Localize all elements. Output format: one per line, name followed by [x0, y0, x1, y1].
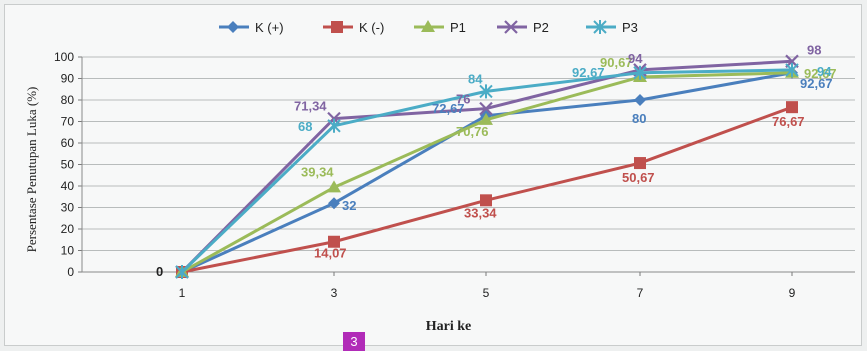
y-axis-title: Persentase Penutupan Luka (%)	[24, 87, 39, 253]
data-label: 92,67	[800, 76, 833, 91]
data-label: 94	[817, 64, 832, 79]
data-label: 39,34	[301, 164, 334, 179]
data-label: 71,34	[294, 99, 327, 114]
legend-marker	[593, 20, 607, 34]
data-label: 14,07	[314, 246, 347, 261]
page-number-badge: 3	[343, 332, 365, 351]
data-point-p1	[479, 112, 493, 125]
data-point-p3	[785, 62, 799, 77]
data-label: 33,34	[464, 205, 497, 220]
legend-entry: K (+)	[255, 20, 284, 35]
legend-marker	[331, 21, 343, 33]
y-tick-label: 50	[61, 158, 75, 172]
y-tick-label: 40	[61, 179, 75, 193]
y-tick-label: 10	[61, 244, 75, 258]
data-label: 98	[807, 42, 821, 57]
data-label: 92,67	[804, 66, 837, 81]
y-tick-label: 0	[67, 265, 74, 279]
legend-marker	[504, 20, 518, 34]
x-tick-label: 5	[483, 286, 490, 300]
data-point-k	[480, 194, 492, 207]
data-point-k	[634, 94, 646, 106]
data-label: 72,67	[432, 101, 465, 116]
x-tick-label: 1	[179, 286, 186, 300]
data-label: 32	[342, 198, 356, 213]
data-label: 50,67	[622, 170, 655, 185]
y-tick-label: 20	[61, 222, 75, 236]
legend-marker	[227, 21, 239, 33]
x-tick-label: 9	[789, 286, 796, 300]
data-point-p3	[175, 265, 189, 279]
data-label: 90,67	[600, 55, 633, 70]
data-point-p3	[479, 84, 493, 99]
y-tick-label: 100	[54, 50, 74, 64]
legend-marker	[421, 20, 435, 32]
y-tick-label: 90	[61, 72, 75, 86]
data-point-k	[786, 101, 798, 114]
data-label: 94	[628, 51, 643, 66]
y-tick-label: 60	[61, 136, 75, 150]
x-tick-label: 7	[637, 286, 644, 300]
data-label: 76,67	[772, 114, 805, 129]
data-label: 76	[456, 92, 470, 107]
data-label: 84	[468, 71, 483, 86]
data-point-p2	[479, 101, 493, 116]
legend-entry: P1	[450, 20, 466, 35]
data-label: 92,67	[572, 65, 605, 80]
data-label: 0	[156, 264, 163, 279]
data-point-p3	[327, 118, 341, 133]
data-point-p1	[327, 180, 341, 193]
legend-entry: K (-)	[359, 20, 384, 35]
data-point-p3	[633, 65, 647, 80]
legend-entry: P3	[622, 20, 638, 35]
legend-entry: P2	[533, 20, 549, 35]
y-tick-label: 30	[61, 201, 75, 215]
y-tick-label: 70	[61, 115, 75, 129]
x-axis-title: Hari ke	[426, 319, 472, 334]
data-point-k	[328, 197, 340, 210]
data-point-k	[634, 157, 646, 170]
y-tick-label: 80	[61, 93, 75, 107]
data-point-k	[328, 235, 340, 248]
data-label: 70,76	[456, 124, 489, 139]
data-label: 80	[632, 111, 646, 126]
data-label: 68	[298, 119, 312, 134]
x-tick-label: 3	[331, 286, 338, 300]
